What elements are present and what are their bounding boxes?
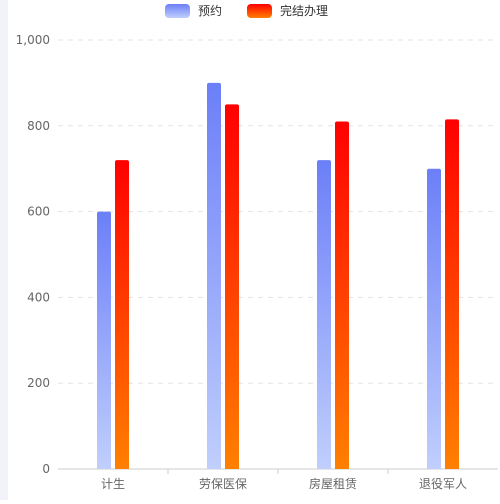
bar-appointment[interactable] xyxy=(207,82,221,470)
y-tick-label: 600 xyxy=(27,205,50,219)
bar-appointment[interactable] xyxy=(427,168,441,469)
y-tick-label: 1,000 xyxy=(16,33,50,47)
bar-appointment[interactable] xyxy=(97,211,111,469)
y-tick-label: 0 xyxy=(42,462,50,476)
bar-completed[interactable] xyxy=(335,121,349,469)
left-panel-strip xyxy=(0,0,8,500)
bar-completed[interactable] xyxy=(225,104,239,469)
legend[interactable]: 预约 完结办理 xyxy=(165,3,328,18)
legend-swatch[interactable] xyxy=(247,4,272,18)
axes: 0 200 400 600 800 1,000 计生 劳保医保 房屋租赁 退役军人 xyxy=(16,33,498,491)
bar-completed[interactable] xyxy=(115,160,129,469)
y-tick-label: 400 xyxy=(27,290,50,304)
gridlines xyxy=(58,39,498,384)
bar-appointment[interactable] xyxy=(317,160,331,469)
x-tick-label: 劳保医保 xyxy=(199,477,247,491)
legend-label[interactable]: 预约 xyxy=(198,3,222,18)
bar-completed[interactable] xyxy=(445,119,459,470)
y-tick-label: 800 xyxy=(27,119,50,133)
x-tick-label: 房屋租赁 xyxy=(309,476,357,491)
bars xyxy=(97,82,459,470)
x-tick-label: 计生 xyxy=(101,477,125,491)
y-tick-label: 200 xyxy=(27,376,50,390)
x-tick-label: 退役军人 xyxy=(419,476,467,491)
legend-swatch[interactable] xyxy=(165,4,190,18)
legend-label[interactable]: 完结办理 xyxy=(280,3,328,18)
